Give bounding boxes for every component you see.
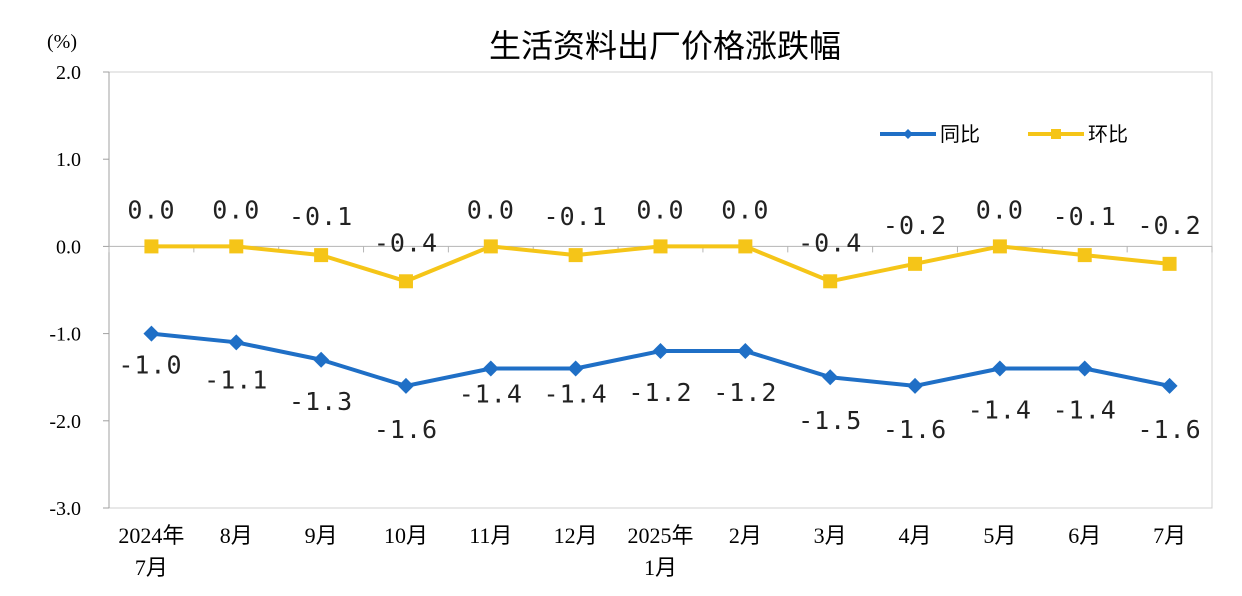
series-point xyxy=(567,360,584,377)
series-point xyxy=(822,369,839,386)
y-tick-label: 2.0 xyxy=(56,62,81,84)
data-label: -1.6 xyxy=(1137,415,1201,444)
data-label: 0.0 xyxy=(721,195,769,224)
data-label: -1.4 xyxy=(1053,395,1117,424)
x-tick-label: 5月 xyxy=(983,523,1016,548)
series-point xyxy=(568,248,583,263)
axes: 2.0 1.0 0.0 -1.0 -2.0 -3.0 2024年 7月 8月 9月 10月 11月 12… xyxy=(49,62,1213,580)
legend-label: 环比 xyxy=(1088,122,1128,146)
x-tick-label: 3月 xyxy=(814,523,847,548)
y-tick-label: -3.0 xyxy=(49,498,81,520)
data-label: -1.4 xyxy=(544,379,608,408)
series-point xyxy=(992,239,1007,254)
y-tick-label: -1.0 xyxy=(49,324,81,346)
y-tick-label: -2.0 xyxy=(49,411,81,433)
series-point xyxy=(1076,360,1093,377)
legend-item: 同比 xyxy=(880,122,980,146)
series-point xyxy=(1161,377,1178,394)
series-layer: -1.0 -1.1 -1.3 -1.6 -1.4 -1.4 -1.2 -1.2 -1.5 -1.6… xyxy=(118,195,1201,444)
legend-item: 环比 xyxy=(1028,122,1128,146)
data-label: -1.5 xyxy=(798,406,862,435)
series-point xyxy=(991,360,1008,377)
x-tick-label: 10月 xyxy=(384,523,428,548)
data-label: -0.1 xyxy=(544,202,608,231)
data-label: -1.2 xyxy=(713,378,777,407)
series-point xyxy=(738,239,753,254)
legend-marker xyxy=(1051,129,1061,139)
series-1: 0.0 0.0 -0.1 -0.4 0.0 -0.1 0.0 0.0 -0.4 -0.2 0.0 -0… xyxy=(127,195,1201,289)
data-label: -0.4 xyxy=(798,228,862,257)
series-point xyxy=(737,343,754,360)
y-tick-label: 0.0 xyxy=(56,236,81,258)
x-tick-label: 12月 xyxy=(554,523,598,548)
data-label: -1.4 xyxy=(459,379,523,408)
series-point xyxy=(1077,248,1092,263)
x-tick-label: 11月 xyxy=(469,523,512,548)
data-label: -0.1 xyxy=(1053,202,1117,231)
series-point xyxy=(398,274,413,289)
x-tick-label: 2月 xyxy=(729,523,762,548)
series-point xyxy=(823,274,838,289)
series-point xyxy=(229,239,244,254)
y-tick-label: 1.0 xyxy=(56,149,81,171)
x-tick-label: 6月 xyxy=(1068,523,1101,548)
data-label: -1.6 xyxy=(883,415,947,444)
series-point xyxy=(652,343,669,360)
data-label: 0.0 xyxy=(467,195,515,224)
x-tick-label: 8月 xyxy=(220,523,253,548)
x-tick-label: 9月 xyxy=(305,523,338,548)
series-point xyxy=(482,360,499,377)
plot-area xyxy=(108,71,1213,509)
series-point xyxy=(143,325,160,342)
x-tick-label: 2025年 1月 xyxy=(627,523,693,580)
data-label: -0.2 xyxy=(883,211,947,240)
series-point xyxy=(314,248,329,263)
data-label: 0.0 xyxy=(636,195,684,224)
data-label: -1.3 xyxy=(289,387,353,416)
legend-label: 同比 xyxy=(940,122,980,146)
data-label: -1.1 xyxy=(204,365,268,394)
legend: 同比 环比 xyxy=(880,122,1128,146)
data-label: -0.4 xyxy=(374,228,438,257)
series-point xyxy=(1162,256,1177,271)
series-point xyxy=(653,239,668,254)
y-axis-unit: (%) xyxy=(47,31,77,53)
series-point xyxy=(908,256,923,271)
series-0: -1.0 -1.1 -1.3 -1.6 -1.4 -1.4 -1.2 -1.2 -1.5 -1.6… xyxy=(118,325,1201,444)
series-point xyxy=(144,239,159,254)
data-label: -1.4 xyxy=(968,395,1032,424)
series-point xyxy=(397,377,414,394)
x-tick-label: 7月 xyxy=(1153,523,1186,548)
x-tick-label: 4月 xyxy=(899,523,932,548)
data-label: 0.0 xyxy=(976,195,1024,224)
data-label: 0.0 xyxy=(127,195,175,224)
data-label: -1.6 xyxy=(374,415,438,444)
x-tick-label: 2024年 7月 xyxy=(118,523,184,580)
data-label: -0.1 xyxy=(289,202,353,231)
data-label: 0.0 xyxy=(212,195,260,224)
data-label: -1.2 xyxy=(628,378,692,407)
data-label: -0.2 xyxy=(1137,211,1201,240)
data-label: -1.0 xyxy=(118,351,182,380)
series-point xyxy=(313,351,330,368)
series-point xyxy=(228,334,245,351)
series-point xyxy=(907,377,924,394)
legend-marker xyxy=(903,129,913,139)
chart-title: 生活资料出厂价格涨跌幅 xyxy=(489,27,841,65)
series-point xyxy=(483,239,498,254)
